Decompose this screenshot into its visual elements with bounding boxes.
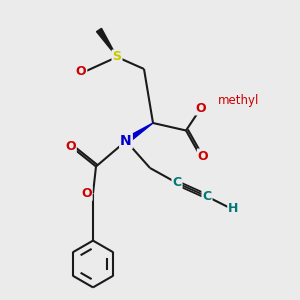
Text: O: O bbox=[76, 65, 86, 78]
Text: O: O bbox=[198, 149, 208, 163]
Text: C: C bbox=[172, 176, 182, 190]
Text: O: O bbox=[81, 187, 92, 200]
Polygon shape bbox=[97, 28, 117, 57]
Text: methyl: methyl bbox=[218, 94, 259, 107]
Text: N: N bbox=[120, 134, 132, 148]
Text: O: O bbox=[65, 140, 76, 154]
Polygon shape bbox=[124, 123, 153, 143]
Text: H: H bbox=[228, 202, 239, 215]
Text: S: S bbox=[112, 50, 122, 64]
Text: O: O bbox=[196, 101, 206, 115]
Text: C: C bbox=[202, 190, 211, 203]
